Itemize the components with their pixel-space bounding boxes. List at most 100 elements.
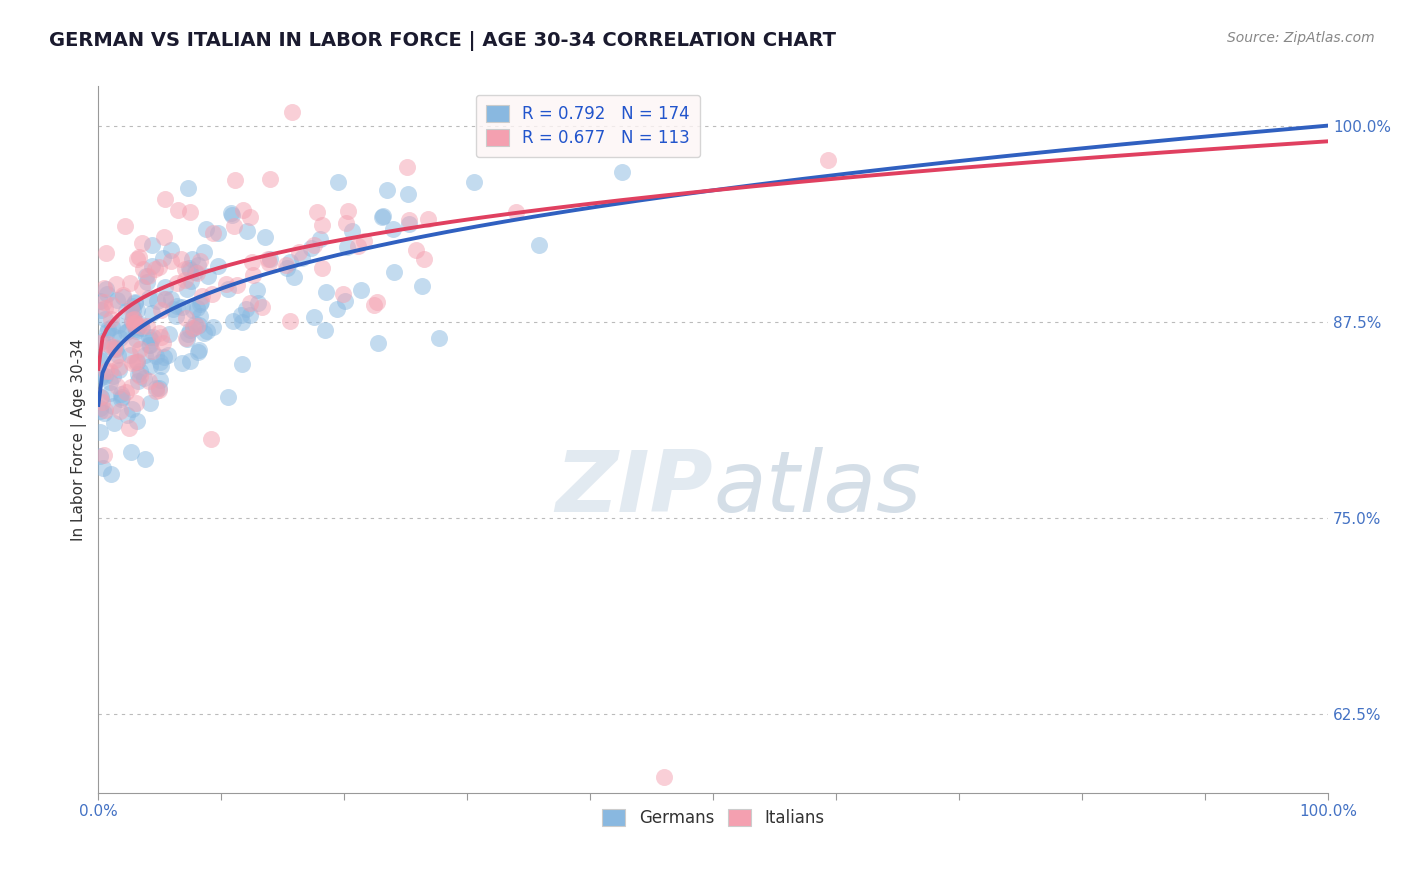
- Point: [153, 292, 176, 306]
- Point: [125, 354, 148, 368]
- Point: [353, 234, 375, 248]
- Point: [89, 404, 111, 418]
- Point: [257, 256, 280, 270]
- Point: [350, 283, 373, 297]
- Point: [96, 325, 118, 339]
- Point: [174, 331, 197, 345]
- Point: [278, 255, 301, 269]
- Point: [222, 314, 245, 328]
- Point: [181, 320, 204, 334]
- Point: [89, 449, 111, 463]
- Legend: Germans, Italians: Germans, Italians: [596, 802, 831, 834]
- Point: [90, 368, 112, 383]
- Point: [89, 335, 111, 350]
- Point: [138, 291, 160, 305]
- Point: [124, 294, 146, 309]
- Point: [89, 371, 111, 385]
- Point: [134, 452, 156, 467]
- Point: [188, 343, 211, 357]
- Text: ZIP: ZIP: [555, 448, 713, 531]
- Point: [138, 395, 160, 409]
- Point: [398, 213, 420, 227]
- Point: [105, 293, 128, 307]
- Point: [146, 293, 169, 308]
- Point: [121, 299, 143, 313]
- Point: [226, 277, 249, 292]
- Point: [250, 300, 273, 314]
- Point: [152, 230, 174, 244]
- Point: [280, 104, 302, 119]
- Point: [134, 348, 156, 362]
- Point: [308, 231, 330, 245]
- Point: [382, 265, 405, 279]
- Point: [118, 277, 141, 291]
- Point: [122, 310, 145, 325]
- Point: [138, 338, 160, 352]
- Point: [375, 182, 398, 196]
- Point: [89, 294, 111, 309]
- Text: atlas: atlas: [713, 448, 921, 531]
- Point: [363, 298, 385, 312]
- Point: [136, 276, 159, 290]
- Point: [103, 342, 125, 356]
- Point: [100, 298, 122, 312]
- Point: [335, 294, 357, 309]
- Point: [127, 252, 149, 267]
- Point: [187, 258, 209, 272]
- Point: [101, 328, 124, 343]
- Point: [121, 401, 143, 416]
- Point: [247, 295, 270, 310]
- Point: [176, 282, 198, 296]
- Point: [193, 245, 215, 260]
- Point: [124, 332, 146, 346]
- Point: [143, 262, 166, 277]
- Point: [381, 221, 404, 235]
- Point: [256, 252, 278, 266]
- Point: [222, 219, 245, 234]
- Point: [107, 348, 129, 362]
- Point: [145, 350, 167, 364]
- Point: [219, 205, 242, 219]
- Point: [138, 359, 160, 373]
- Point: [108, 359, 131, 374]
- Point: [127, 414, 149, 428]
- Point: [98, 364, 121, 378]
- Point: [91, 394, 114, 409]
- Point: [98, 386, 121, 401]
- Point: [162, 302, 184, 317]
- Point: [207, 226, 229, 240]
- Point: [371, 209, 394, 223]
- Point: [242, 268, 264, 282]
- Point: [110, 386, 132, 401]
- Point: [179, 323, 201, 337]
- Point: [173, 273, 195, 287]
- Point: [184, 317, 207, 331]
- Point: [90, 334, 112, 348]
- Point: [148, 326, 170, 340]
- Point: [135, 318, 157, 333]
- Point: [120, 379, 142, 393]
- Point: [179, 261, 201, 276]
- Point: [177, 180, 200, 194]
- Point: [180, 274, 202, 288]
- Point: [200, 432, 222, 446]
- Point: [121, 315, 143, 329]
- Point: [232, 203, 254, 218]
- Point: [157, 326, 180, 341]
- Point: [98, 376, 121, 390]
- Point: [104, 353, 127, 368]
- Point: [108, 331, 131, 345]
- Point: [217, 390, 239, 404]
- Point: [315, 285, 337, 299]
- Point: [94, 301, 117, 316]
- Point: [166, 299, 188, 313]
- Point: [527, 238, 550, 252]
- Point: [505, 205, 527, 219]
- Point: [153, 279, 176, 293]
- Point: [122, 303, 145, 318]
- Point: [91, 461, 114, 475]
- Point: [121, 338, 143, 352]
- Point: [179, 354, 201, 368]
- Point: [127, 367, 149, 381]
- Point: [283, 270, 305, 285]
